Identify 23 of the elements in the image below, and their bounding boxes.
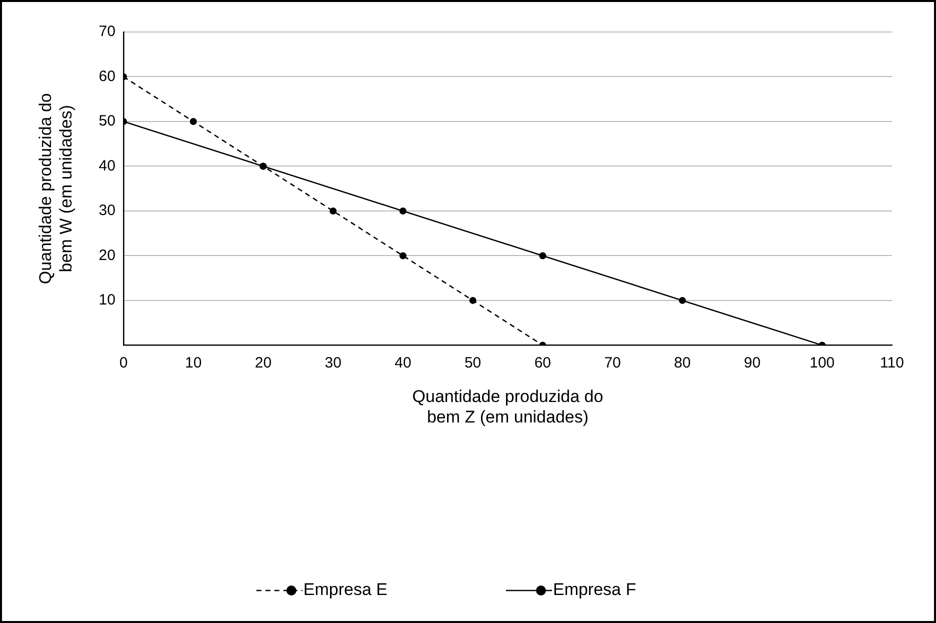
y-tick-label: 40 bbox=[98, 157, 116, 174]
legend-label: Empresa E bbox=[303, 580, 388, 600]
y-tick-label: 20 bbox=[98, 246, 116, 264]
x-tick-label: 60 bbox=[534, 354, 552, 372]
x-tick-label: 10 bbox=[185, 354, 202, 372]
y-tick-label: 30 bbox=[98, 202, 116, 220]
x-tick-label: 70 bbox=[604, 354, 621, 372]
x-tick-label: 0 bbox=[119, 354, 128, 372]
x-tick-label: 80 bbox=[674, 354, 691, 372]
x-tick-label: 20 bbox=[254, 354, 272, 372]
y-tick-label: 10 bbox=[98, 292, 116, 309]
x-tick-label: 100 bbox=[810, 354, 835, 372]
x-tick-label: 110 bbox=[880, 354, 904, 372]
x-tick-label: 30 bbox=[324, 354, 342, 372]
x-tick-label: 90 bbox=[744, 354, 761, 372]
y-tick-label: 50 bbox=[98, 112, 116, 130]
y-tick-label: 70 bbox=[98, 23, 116, 40]
x-tick-label: 50 bbox=[464, 354, 482, 372]
y-axis-title: Quantidade produzida do bem W (em unidades) bbox=[36, 93, 76, 284]
x-axis-title: Quantidade produzida do bem Z (em unidades) bbox=[412, 387, 604, 426]
y-tick-label: 60 bbox=[98, 68, 116, 85]
legend-label: Empresa F bbox=[552, 580, 636, 600]
x-tick-label: 40 bbox=[394, 354, 412, 372]
